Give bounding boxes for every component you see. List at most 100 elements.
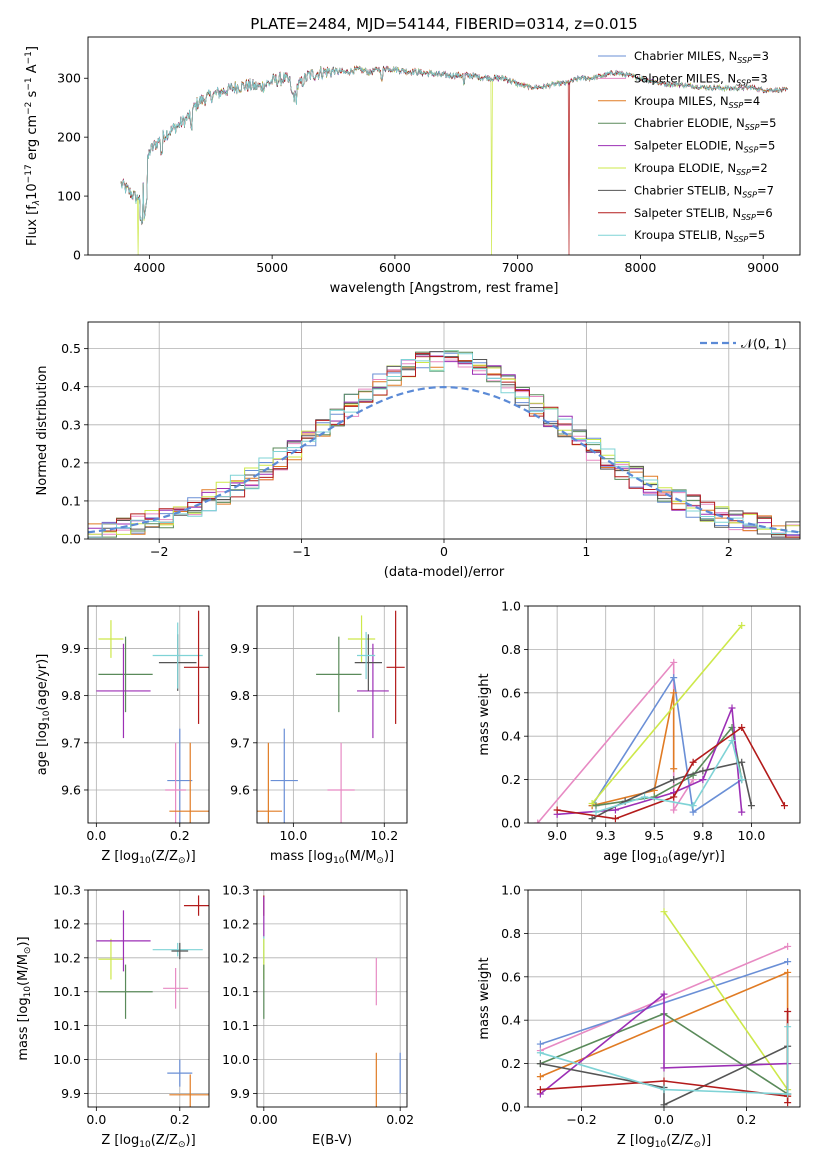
y-tick-label: 1.0 — [501, 599, 521, 614]
x-tick-label: 9.5 — [644, 828, 664, 843]
x-tick-label: 9.3 — [596, 828, 616, 843]
x-axis-label-part: )] — [384, 849, 394, 864]
series-marker — [728, 704, 736, 712]
panel-mass_vs_ebv: 0.00 0.02 9.9 10.0 10.1 10.1 10.2 10.2 10.3 E(B-V… — [222, 883, 414, 1149]
series-marker — [611, 815, 619, 823]
x-tick-label: 0.0 — [654, 1112, 674, 1127]
x-tick-label: −1 — [292, 544, 310, 559]
legend-label-sub: SSP — [744, 146, 759, 155]
y-axis-label: mass weight — [477, 673, 492, 755]
x-axis-label: Z [log10(Z/Z⊙)] — [101, 849, 195, 866]
y-tick-label: 9.7 — [230, 735, 250, 750]
y-axis-label: Normed distribution — [35, 366, 50, 496]
y-axis-label-part: ⊙ — [23, 947, 33, 955]
x-tick-label: 9000 — [747, 260, 779, 275]
y-axis-label-part: λ — [32, 200, 42, 206]
y-tick-label: 0.3 — [61, 417, 81, 432]
axes-frame — [87, 889, 210, 1108]
series-marker — [689, 802, 697, 810]
legend-label-suffix: =6 — [756, 206, 773, 220]
series-marker — [738, 776, 746, 784]
y-tick-label: 0 — [73, 248, 81, 263]
series-marker — [670, 765, 678, 773]
panel-mass_vs_Z: 0.0 0.29.910.010.110.110.210.210.3Z [log1… — [16, 883, 210, 1150]
x-axis-label-part: (M/M — [345, 849, 377, 864]
series-line — [591, 624, 743, 805]
legend-label: Kroupa STELIB, NSSP=5 — [634, 228, 765, 244]
y-axis-label-part: (age/yr)] — [35, 654, 50, 711]
y-tick-label: 10.3 — [222, 883, 250, 898]
legend-label-text: Kroupa STELIB, N — [634, 228, 734, 242]
legend-label-text: Chabrier MILES, N — [634, 49, 737, 63]
series-marker — [536, 1086, 544, 1094]
y-tick-label: 10.1 — [53, 1018, 81, 1033]
y-tick-label: 0.2 — [501, 1056, 521, 1071]
y-axis-label-part: −1 — [24, 51, 34, 64]
y-tick-label: 10.1 — [222, 984, 250, 999]
y-tick-label: 10.2 — [53, 950, 81, 965]
legend-label: Salpeter MILES, NSSP=3 — [634, 71, 768, 87]
legend-label: Chabrier STELIB, NSSP=7 — [634, 183, 774, 199]
series-line — [540, 1026, 789, 1095]
plot-area-age_vs_Z — [96, 610, 209, 823]
legend-label-sub: SSP — [736, 168, 751, 177]
y-tick-label: 0.4 — [501, 729, 521, 744]
legend-label-text: Salpeter ELODIE, N — [634, 139, 744, 153]
x-axis-label-part: 10 — [656, 856, 668, 866]
y-tick-label: 0.5 — [61, 341, 81, 356]
series-marker — [738, 808, 746, 816]
series-marker — [660, 908, 668, 916]
y-axis-label-part: (M/M — [16, 954, 31, 986]
x-axis-label: wavelength [Angstrom, rest frame] — [330, 281, 559, 296]
x-tick-label: 9.8 — [693, 828, 713, 843]
series-marker — [536, 1060, 544, 1068]
x-axis-label-part: 10 — [139, 856, 151, 866]
legend-label-sub: SSP — [742, 190, 757, 199]
legend: 𝒩(0, 1) — [700, 336, 787, 351]
series-marker — [784, 1099, 792, 1107]
legend-label-suffix: =5 — [748, 228, 765, 242]
x-axis-label: age [log10(age/yr)] — [603, 849, 725, 866]
series-marker — [728, 737, 736, 745]
x-axis-label-part: Z [log — [617, 1133, 655, 1148]
legend-label-text: Chabrier STELIB, N — [634, 183, 742, 197]
series-marker — [784, 1090, 792, 1098]
y-tick-label: 9.9 — [61, 641, 81, 656]
legend: Chabrier MILES, N SSP =3 Salpeter MILES, NS… — [598, 49, 776, 244]
normal-reference-curve — [88, 385, 800, 534]
x-axis-label-part: (Z/Z — [151, 849, 178, 864]
x-tick-label: 0.0 — [86, 1112, 106, 1127]
y-tick-label: 10.0 — [222, 1052, 250, 1067]
y-tick-label: 0.6 — [501, 969, 521, 984]
series-line — [591, 675, 743, 814]
y-tick-label: 9.9 — [230, 1086, 250, 1101]
y-tick-label: 100 — [57, 189, 81, 204]
y-tick-label: 0.8 — [501, 642, 521, 657]
axes-frame — [527, 605, 801, 824]
spectrum-line — [120, 66, 788, 225]
x-tick-label: 0 — [440, 544, 448, 559]
y-tick-label: 9.7 — [61, 735, 81, 750]
x-tick-label: 5000 — [256, 260, 288, 275]
x-axis-label-part: )] — [701, 1133, 711, 1148]
series-marker — [592, 802, 600, 810]
legend-label-suffix: =3 — [752, 49, 769, 63]
y-tick-label: 10.2 — [222, 950, 250, 965]
plot-area-mass_vs_ebv — [263, 895, 401, 1107]
x-axis-label-part: age [log — [603, 849, 656, 864]
x-axis-label: Z [log10(Z/Z⊙)] — [617, 1133, 711, 1150]
x-tick-label: 9.0 — [547, 828, 567, 843]
y-axis-label: age [log10(age/yr)] — [35, 654, 52, 776]
x-axis-label-part: 10 — [655, 1140, 667, 1150]
plot-area-residuals — [88, 350, 800, 538]
y-tick-label: 9.9 — [230, 641, 250, 656]
series-marker — [784, 968, 792, 976]
y-axis-label-part: mass [log — [16, 997, 31, 1060]
x-tick-label: 0.2 — [170, 1112, 190, 1127]
x-tick-label: 10.0 — [738, 828, 766, 843]
y-axis-label-part: A — [25, 64, 40, 77]
series-marker — [641, 793, 649, 801]
x-axis-label-part: ⊙ — [178, 856, 186, 866]
y-tick-label: 10.1 — [222, 1018, 250, 1033]
y-tick-label: 9.6 — [61, 782, 81, 797]
